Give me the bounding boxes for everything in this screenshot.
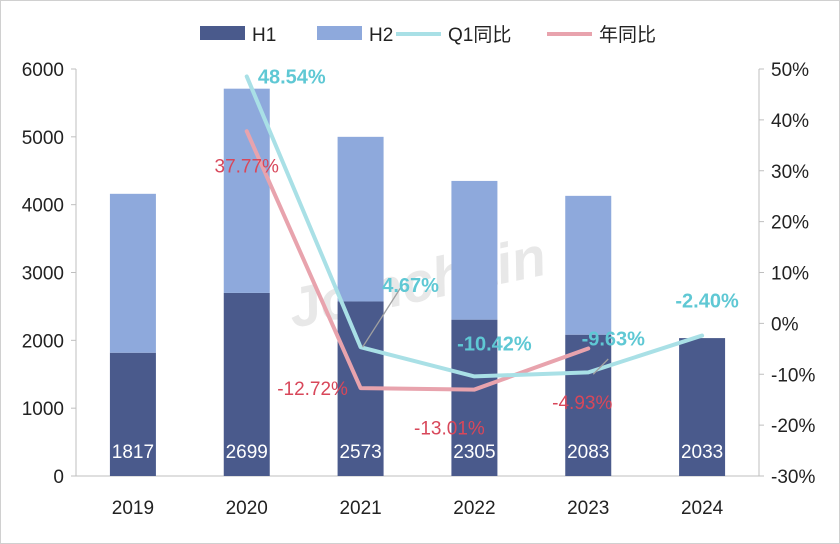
line-q1 [244,74,705,379]
leader-line-2023 [592,358,609,375]
right-tick-label: 50% [771,60,809,81]
right-tick-label: -30% [771,467,815,488]
left-tick-label: 4000 [22,196,64,217]
bar-h1 [451,319,498,476]
x-tick-label: 2020 [226,498,268,519]
bar-h1-label: 2033 [681,442,723,463]
q1-yoy-data-label: 4.67% [382,275,439,297]
bar-h1 [679,338,726,476]
legend-label: 年同比 [599,24,656,46]
annual-yoy-data-label: -12.72% [277,379,348,400]
bar-h1-label: 1817 [112,442,154,463]
annual-yoy-data-label: 37.77% [215,157,280,178]
left-tick-label: 5000 [22,128,64,149]
bar-h2 [337,136,384,302]
bar-h2 [565,195,612,335]
q1-yoy-data-label: 48.54% [258,66,326,88]
left-tick-label: 6000 [22,60,64,81]
bar-h1-label: 2573 [339,442,381,463]
x-tick-label: 2023 [567,498,609,519]
left-tick-label: 3000 [22,264,64,285]
right-tick-label: 10% [771,264,809,285]
bar-h1-label: 2305 [453,442,495,463]
x-tick-label: 2021 [339,498,381,519]
legend-swatch-h2 [317,26,362,40]
q1-yoy-data-label: -9.63% [582,329,646,351]
x-tick-label: 2022 [453,498,495,519]
legend-label: Q1同比 [448,24,511,46]
leader-line-q1-2021 [362,287,402,348]
left-tick-label: 0 [53,467,64,488]
annual-yoy-data-label: -4.93% [552,393,612,414]
right-tick-label: -10% [771,365,815,386]
left-tick-label: 2000 [22,331,64,352]
line-yoy [244,129,591,392]
bar-h1 [223,292,270,476]
bar-h1 [109,352,156,476]
q1-yoy-data-label: -10.42% [457,334,532,356]
right-tick-label: 0% [771,314,799,335]
bar-h1-label: 2083 [567,442,609,463]
right-tick-label: 30% [771,162,809,183]
bar-h1 [565,334,612,476]
bar-h2 [451,180,498,320]
legend-label: H1 [252,25,276,46]
bar-h2 [109,193,156,353]
q1-yoy-data-label: -2.40% [675,290,739,312]
right-tick-label: -20% [771,416,815,437]
right-tick-label: 40% [771,111,809,132]
bar-h1-label: 2699 [226,442,268,463]
legend-swatch-h1 [200,26,245,40]
bar-h2 [223,88,270,293]
x-tick-label: 2024 [681,498,724,519]
annual-yoy-data-label: -13.01% [414,419,485,440]
left-tick-label: 1000 [22,399,64,420]
legend-label: H2 [369,25,393,46]
x-tick-label: 2019 [112,498,154,519]
right-tick-label: 20% [771,213,809,234]
